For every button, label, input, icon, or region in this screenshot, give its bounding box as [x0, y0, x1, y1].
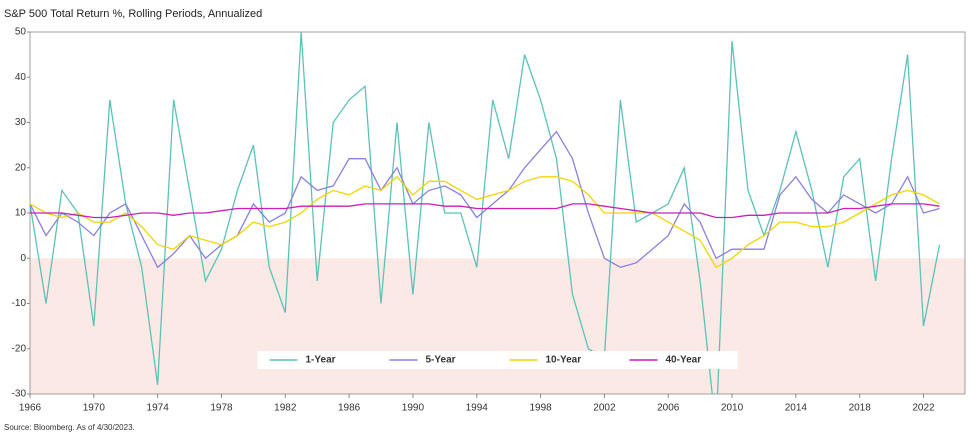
series-line: [30, 32, 941, 394]
source-note: Source: Bloomberg. As of 4/30/2023.: [4, 423, 135, 432]
series-line: [30, 130, 940, 269]
y-tick-label: 50: [15, 27, 27, 38]
chart-title: S&P 500 Total Return %, Rolling Periods,…: [4, 8, 262, 20]
x-tick-label: 1998: [529, 403, 552, 414]
y-tick-label: -30: [12, 389, 27, 400]
legend-label: 10-Year: [546, 355, 582, 366]
x-tick-label: 2002: [593, 403, 616, 414]
x-tick-label: 1994: [466, 403, 489, 414]
y-tick-label: -20: [12, 343, 27, 354]
negative-region: [30, 258, 965, 394]
y-tick-label: 10: [15, 208, 27, 219]
x-tick-label: 1986: [338, 403, 361, 414]
legend-label: 5-Year: [426, 355, 456, 366]
series-line: [30, 203, 940, 219]
y-tick-label: 0: [20, 253, 26, 264]
x-tick-label: 1970: [83, 403, 106, 414]
y-tick-label: 20: [15, 162, 27, 173]
legend-box: [257, 351, 738, 369]
x-tick-label: 2018: [849, 403, 872, 414]
y-tick-label: 30: [15, 117, 27, 128]
legend-label: 1-Year: [306, 355, 336, 366]
x-tick-label: 1966: [19, 403, 42, 414]
y-tick-label: 40: [15, 72, 27, 83]
legend-label: 40-Year: [666, 355, 702, 366]
x-tick-label: 1990: [402, 403, 425, 414]
y-tick-label: -10: [12, 298, 27, 309]
x-tick-label: 1978: [210, 403, 233, 414]
series-line: [30, 175, 940, 269]
x-tick-label: 2022: [912, 403, 935, 414]
x-tick-label: 1974: [147, 403, 170, 414]
x-tick-label: 2014: [785, 403, 808, 414]
x-tick-label: 1982: [274, 403, 297, 414]
x-tick-label: 2006: [657, 403, 680, 414]
x-tick-label: 2010: [721, 403, 744, 414]
